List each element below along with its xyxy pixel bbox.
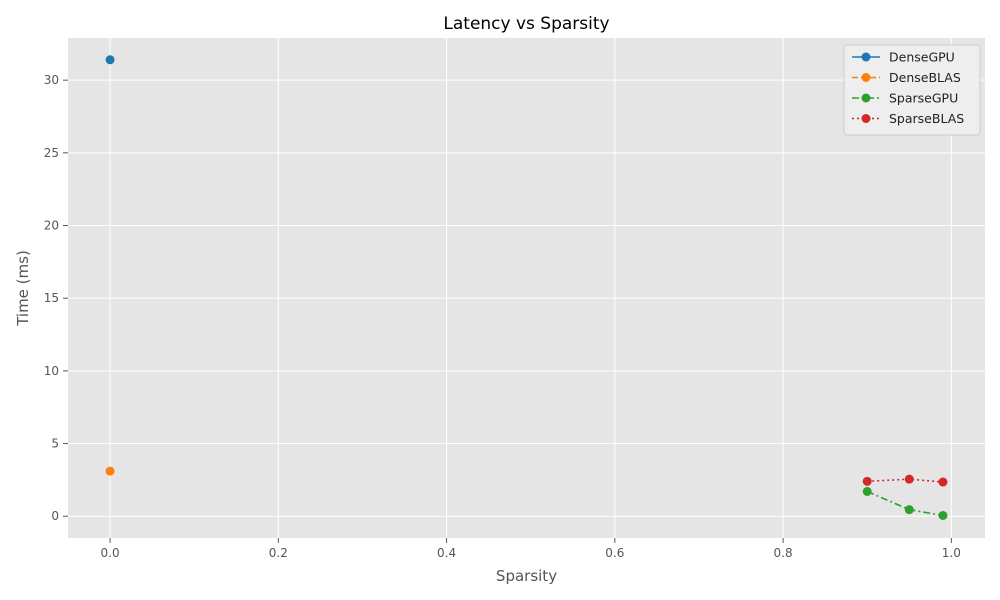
- data-point: [105, 55, 115, 65]
- y-tick-label: 20: [44, 219, 59, 233]
- legend-marker: [861, 93, 871, 103]
- chart-title: Latency vs Sparsity: [443, 14, 609, 34]
- y-axis-ticks: 0 5 10 15 20 25 30: [44, 73, 68, 523]
- legend-item-sparsegpu: SparseGPU: [852, 91, 958, 106]
- y-tick-label: 15: [44, 291, 59, 305]
- data-point: [904, 505, 914, 515]
- data-point: [904, 474, 914, 484]
- x-tick-label: 0.8: [774, 546, 793, 560]
- legend-label: DenseGPU: [889, 50, 955, 65]
- legend-item-denseblas: DenseBLAS: [852, 70, 961, 85]
- legend-marker: [861, 52, 871, 62]
- plot-area: [68, 38, 985, 538]
- legend-item-densegpu: DenseGPU: [852, 50, 955, 65]
- data-point: [938, 510, 948, 520]
- y-tick-label: 5: [51, 437, 59, 451]
- data-point: [862, 486, 872, 496]
- x-tick-label: 1.0: [942, 546, 961, 560]
- legend-label: SparseBLAS: [889, 111, 964, 126]
- series-denseblas: [105, 466, 115, 476]
- legend-box: [843, 44, 981, 136]
- legend-item-sparseblas: SparseBLAS: [852, 111, 964, 126]
- series-layer: [105, 55, 948, 520]
- y-tick-label: 10: [44, 364, 59, 378]
- x-tick-label: 0.6: [605, 546, 624, 560]
- legend-marker: [861, 114, 871, 123]
- data-point: [862, 476, 872, 486]
- y-axis-label: Time (ms): [14, 250, 32, 327]
- series-sparsegpu: [862, 486, 948, 520]
- legend-marker: [861, 73, 871, 82]
- series-densegpu: [105, 55, 115, 65]
- legend: DenseGPU DenseBLAS SparseGPU SparseBLAS: [843, 44, 981, 136]
- legend-label: SparseGPU: [889, 91, 958, 106]
- x-axis-ticks: 0.0 0.2 0.4 0.6 0.8 1.0: [101, 538, 961, 560]
- y-tick-label: 0: [51, 509, 59, 523]
- x-tick-label: 0.2: [269, 546, 288, 560]
- x-tick-label: 0.0: [101, 546, 120, 560]
- data-point: [105, 466, 115, 476]
- series-sparseblas: [862, 474, 948, 487]
- y-tick-label: 25: [44, 146, 59, 160]
- y-tick-label: 30: [44, 73, 59, 87]
- x-axis-label: Sparsity: [496, 567, 557, 585]
- data-point: [938, 477, 948, 487]
- x-tick-label: 0.4: [437, 546, 456, 560]
- legend-label: DenseBLAS: [889, 70, 961, 85]
